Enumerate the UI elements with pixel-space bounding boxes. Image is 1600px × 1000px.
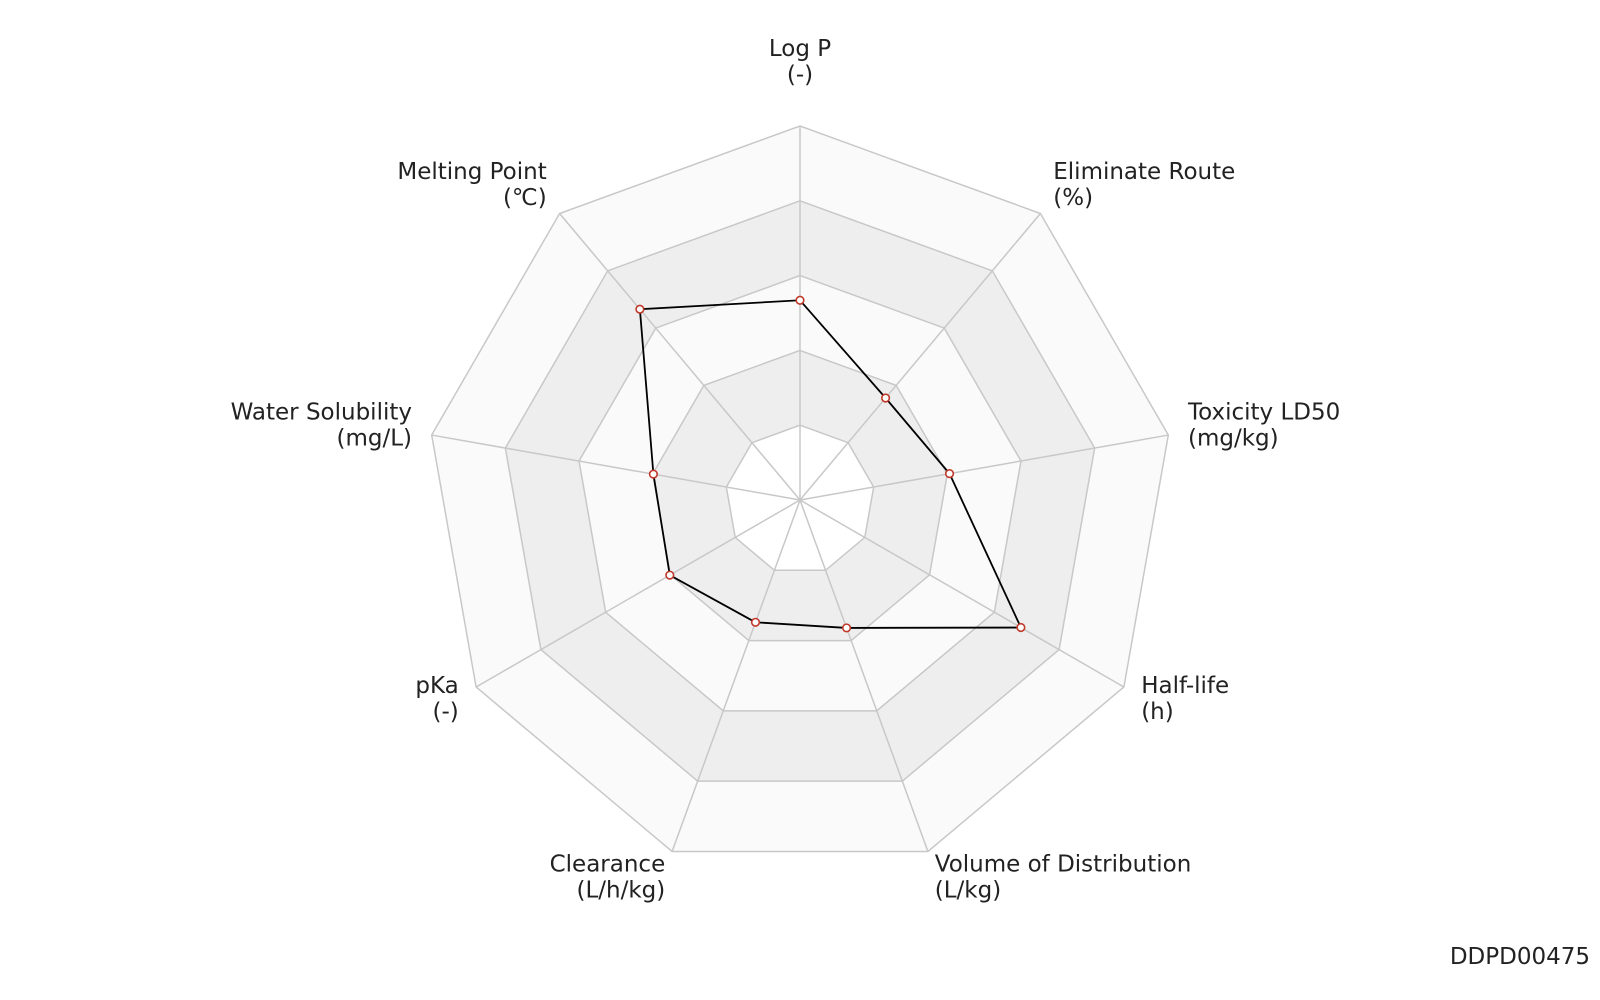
data-point <box>635 304 645 314</box>
axis-label: Toxicity LD50 <box>1187 399 1340 425</box>
data-point <box>665 570 675 580</box>
axis-unit: (-) <box>433 699 459 725</box>
axis-unit: (-) <box>787 62 813 88</box>
axis-label: Half-life <box>1141 673 1229 699</box>
axis-unit: (℃) <box>503 185 547 211</box>
axis-label: Log P <box>769 36 831 62</box>
axis-unit: (L/h/kg) <box>576 878 665 904</box>
axis-label: Melting Point <box>397 159 546 185</box>
data-point <box>648 469 659 479</box>
axis-spoke <box>475 499 801 688</box>
data-point <box>880 393 891 403</box>
axis-label: Water Solubility <box>231 399 412 425</box>
axis-spoke <box>671 499 801 852</box>
axis-label: pKa <box>415 673 458 699</box>
footer-id: DDPD00475 <box>1450 944 1590 970</box>
axis-spoke <box>799 434 1169 501</box>
axis-label: Eliminate Route <box>1053 159 1235 185</box>
axis-unit: (%) <box>1053 185 1093 211</box>
axis-spoke <box>799 213 1041 501</box>
axis-label: Clearance <box>550 852 666 878</box>
axis-spoke <box>431 434 801 501</box>
data-point <box>1016 622 1026 633</box>
axis-unit: (mg/kg) <box>1188 425 1279 451</box>
data-point <box>841 623 852 633</box>
data-line <box>638 299 1023 629</box>
axis-unit: (L/kg) <box>935 878 1001 904</box>
data-point <box>944 469 955 479</box>
axis-spoke <box>559 213 801 501</box>
data-point <box>795 295 805 305</box>
axis-unit: (mg/L) <box>336 425 412 451</box>
data-point <box>750 617 761 627</box>
axis-label: Volume of Distribution <box>935 852 1192 878</box>
axis-unit: (h) <box>1141 699 1174 725</box>
axis-spoke <box>799 499 929 852</box>
axis-spoke <box>799 499 1125 688</box>
